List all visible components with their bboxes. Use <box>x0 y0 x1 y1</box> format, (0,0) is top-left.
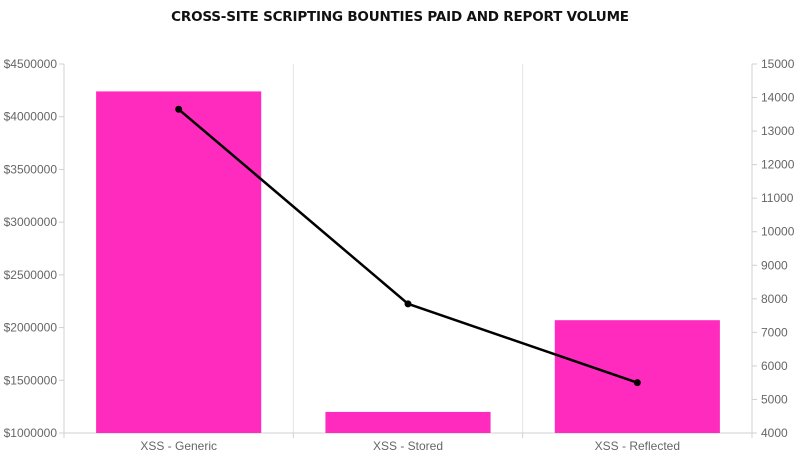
bar <box>96 91 262 433</box>
line-point <box>633 379 641 387</box>
y-right-tick-label: 9000 <box>761 258 788 272</box>
x-tick-label: XSS - Reflected <box>595 439 680 453</box>
y-left-tick-label: $3000000 <box>4 215 58 229</box>
y-right-tick-label: 15000 <box>761 57 795 71</box>
y-left-tick-label: $1500000 <box>4 373 58 387</box>
y-right-tick-label: 13000 <box>761 124 795 138</box>
y-right-tick-label: 14000 <box>761 91 795 105</box>
chart-title: CROSS-SITE SCRIPTING BOUNTIES PAID AND R… <box>171 9 629 25</box>
y-left-tick-label: $4500000 <box>4 57 58 71</box>
bar <box>325 411 491 433</box>
y-left-tick-label: $1000000 <box>4 426 58 440</box>
bar <box>554 320 720 433</box>
line-point <box>404 300 412 308</box>
y-right-tick-label: 11000 <box>761 191 794 205</box>
y-right-tick-label: 4000 <box>761 426 788 440</box>
line-point <box>175 105 183 113</box>
y-right-tick-label: 12000 <box>761 158 795 172</box>
y-right-tick-label: 10000 <box>761 225 795 239</box>
y-right-tick-label: 5000 <box>761 392 788 406</box>
y-left-tick-label: $2500000 <box>4 268 58 282</box>
x-tick-label: XSS - Generic <box>140 439 217 453</box>
y-left-tick-label: $4000000 <box>4 110 58 124</box>
y-right-tick-label: 8000 <box>761 292 788 306</box>
y-left-tick-label: $2000000 <box>4 321 58 335</box>
y-left-tick-label: $3500000 <box>4 162 58 176</box>
y-right-tick-label: 7000 <box>761 325 788 339</box>
x-tick-label: XSS - Stored <box>373 439 443 453</box>
y-right-tick-label: 6000 <box>761 359 788 373</box>
